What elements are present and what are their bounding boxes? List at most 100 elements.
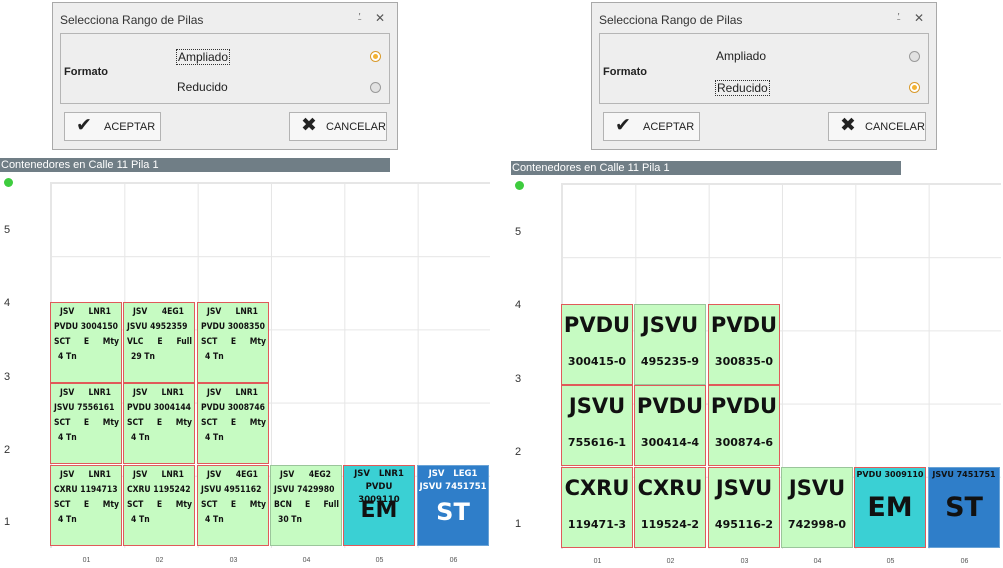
cell-line: SCT [201,337,218,347]
dialog-title: Selecciona Rango de Pilas [599,13,743,27]
cell-line: E [83,337,90,347]
cell-prefix: PVDU [710,394,778,418]
container-cell[interactable]: JSV LNR1 PVDU 3004144 SCT E Mty 4 Tn [123,383,195,464]
cell-line: SCT [201,418,218,428]
cell-line: E [230,418,237,428]
option-expanded-label[interactable]: Ampliado [716,49,767,63]
cell-line: JSVU 7451751 [932,470,996,479]
right-panel: Selecciona Rango de Pilas ⍘ ✕ Formato Am… [511,0,1003,568]
cell-line: JSV [207,388,222,398]
stack-header: Contenedores en Calle 11 Pila 1 [511,161,901,175]
cell-line: 4EG1 [161,307,184,317]
container-cell[interactable]: JSV LNR1 CXRU 1195242 SCT E Mty 4 Tn [123,465,195,546]
y-label: 3 [4,371,11,383]
cell-line: JSV [60,307,75,317]
radio-reduced[interactable] [370,82,381,93]
cell-line: E [83,418,90,428]
container-cell[interactable]: JSV 4EG1 JSVU 4951162 SCT E Mty 4 Tn [197,465,269,546]
cancel-button[interactable]: ✖ CANCELAR [828,112,926,141]
option-reduced-label[interactable]: Reducido [715,80,770,96]
select-range-dialog: Selecciona Rango de Pilas ⍘ ✕ Formato Am… [52,2,398,150]
container-cell[interactable]: JSV LNR1 JSVU 7556161 SCT E Mty 4 Tn [50,383,122,464]
cell-prefix: JSVU [568,394,626,418]
check-icon: ✔ [615,115,631,136]
container-cell[interactable]: JSVU 7451751 ST [928,467,1000,548]
format-group: Formato Ampliado Reducido [599,33,929,104]
container-cell[interactable]: JSV 4EG2 JSVU 7429980 BCN E Full 30 Tn [270,465,342,546]
cell-line: JSV [133,307,148,317]
cell-line: Mty [102,418,119,428]
cell-prefix: JSVU [788,476,846,500]
container-cell[interactable]: JSVU 495235-9 [634,304,706,385]
cell-number: 300874-6 [714,436,774,449]
cell-line: JSVU 7429980 [274,485,335,495]
y-label: 1 [515,518,522,530]
radio-expanded[interactable] [909,51,920,62]
cell-line: E [83,500,90,510]
cancel-button[interactable]: ✖ CANCELAR [289,112,387,141]
container-cell[interactable]: PVDU 300414-4 [634,385,706,466]
format-group: Formato Ampliado Reducido [60,33,390,104]
container-cell[interactable]: JSV LNR1 PVDU 3009110 EM [343,465,415,546]
cell-line: CXRU 1195242 [127,485,191,495]
cell-line: JSV [133,388,148,398]
cell-line: Full [323,500,339,510]
cell-line: JSV [133,470,148,480]
cell-prefix: PVDU [636,394,704,418]
container-cell[interactable]: JSV LNR1 PVDU 3004150 SCT E Mty 4 Tn [50,302,122,383]
cell-line: VLC [127,337,144,347]
container-cell[interactable]: PVDU 300874-6 [708,385,780,466]
cell-line: 4 Tn [131,433,150,443]
container-cell[interactable]: PVDU 300835-0 [708,304,780,385]
container-cell[interactable]: JSV LNR1 PVDU 3008746 SCT E Mty 4 Tn [197,383,269,464]
pin-icon[interactable]: ⍘ [356,11,363,23]
container-cell[interactable]: JSVU 755616-1 [561,385,633,466]
cell-line: PVDU 3008350 [201,322,265,332]
container-cell[interactable]: JSV LEG1 JSVU 7451751 ST [417,465,489,546]
cell-prefix: CXRU [564,476,630,500]
x-label: 03 [229,557,238,564]
cell-prefix: PVDU [563,313,631,337]
cell-line: E [230,500,237,510]
x-label: 06 [449,557,458,564]
container-cell[interactable]: JSV LNR1 CXRU 1194713 SCT E Mty 4 Tn [50,465,122,546]
cell-line: BCN [274,500,292,510]
close-icon[interactable]: ✕ [913,11,924,25]
cell-number: 495235-9 [640,355,700,368]
x-label: 01 [593,558,602,565]
radio-expanded[interactable] [370,51,381,62]
cell-line: Mty [102,500,119,510]
option-reduced-label[interactable]: Reducido [177,80,228,94]
y-label: 1 [4,516,11,528]
cell-line: JSVU 7556161 [54,403,115,413]
container-cell[interactable]: JSVU 495116-2 [708,467,780,548]
status-code: EM [360,498,398,523]
container-cell[interactable]: JSV 4EG1 JSVU 4952359 VLC E Full 29 Tn [123,302,195,383]
container-cell[interactable]: CXRU 119524-2 [634,467,706,548]
cell-line: Mty [175,500,192,510]
radio-reduced[interactable] [909,82,920,93]
pin-icon[interactable]: ⍘ [895,11,902,23]
cell-line: 4 Tn [205,515,224,525]
cell-line: JSVU 4951162 [201,485,262,495]
cell-number: 755616-1 [567,436,627,449]
cell-line: SCT [54,337,71,347]
container-cell[interactable]: JSV LNR1 PVDU 3008350 SCT E Mty 4 Tn [197,302,269,383]
cell-line: Mty [249,418,266,428]
accept-button[interactable]: ✔ ACEPTAR [603,112,700,141]
cell-line: PVDU 3004150 [54,322,118,332]
cell-line: E [230,337,237,347]
container-cell[interactable]: PVDU 300415-0 [561,304,633,385]
option-expanded-label[interactable]: Ampliado [176,49,231,65]
close-icon[interactable]: ✕ [374,11,385,25]
status-dot [515,181,524,190]
cell-line: LNR1 [161,470,184,480]
cell-line: SCT [127,500,144,510]
cell-line: 4 Tn [58,352,77,362]
cell-line: JSVU 4952359 [127,322,188,332]
container-cell[interactable]: JSVU 742998-0 [781,467,853,548]
container-cell[interactable]: CXRU 119471-3 [561,467,633,548]
cell-line: 4 Tn [205,433,224,443]
accept-button[interactable]: ✔ ACEPTAR [64,112,161,141]
container-cell[interactable]: PVDU 3009110 EM [854,467,926,548]
